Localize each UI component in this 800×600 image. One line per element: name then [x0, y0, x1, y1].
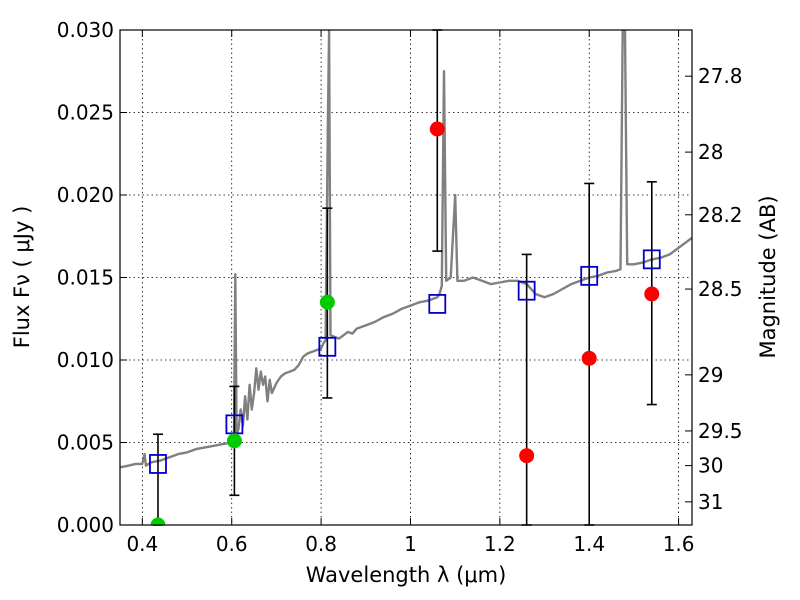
x-tick-label: 1.6	[663, 532, 695, 556]
y-tick-label: 0.015	[57, 266, 114, 290]
mag-tick-label: 27.8	[698, 64, 743, 88]
y-tick-label: 0.005	[57, 431, 114, 455]
mag-tick-label: 29.5	[698, 419, 743, 443]
y-tick-label: 0.030	[57, 18, 114, 42]
x-tick-label: 0.8	[305, 532, 337, 556]
y-tick-label: 0.000	[57, 513, 114, 537]
non-detection-point	[429, 121, 445, 137]
tick-labels-layer: 0.4 0.6 0.8 1 1.2 1.4 1.6 0.000 0.005 0.010 0.015 0…	[57, 18, 743, 556]
mag-tick-label: 28.2	[698, 203, 743, 227]
model-photometry-point	[149, 454, 167, 474]
spectrum-line	[120, 30, 692, 469]
mag-tick-label: 30	[698, 454, 723, 478]
mag-tick-label: 28	[698, 140, 723, 164]
model-photometry-point	[517, 280, 536, 301]
x-tick-label: 1.2	[484, 532, 516, 556]
mag-tick-label: 31	[698, 490, 723, 514]
x-tick-label: 0.6	[216, 532, 248, 556]
model-photometry-point	[642, 249, 661, 270]
grid	[120, 29, 692, 526]
spectrum-layer	[120, 30, 692, 469]
non-detection-point	[581, 350, 597, 366]
y-tick-label: 0.010	[57, 348, 114, 372]
model-photometry-point	[428, 293, 447, 314]
x-tick-label: 0.4	[126, 532, 158, 556]
ticks-layer	[120, 29, 692, 526]
x-tick-label: 1	[404, 532, 417, 556]
y-tick-label: 0.020	[57, 183, 114, 207]
mag-tick-label: 29	[698, 363, 723, 387]
y-tick-label: 0.025	[57, 101, 114, 125]
non-detection-point	[644, 286, 660, 302]
observed-photometry-layer	[150, 121, 660, 525]
mag-tick-label: 28.5	[698, 277, 743, 301]
y-axis-label-right: Magnitude (AB)	[756, 195, 780, 358]
y-axis-label-left: Flux Fν ( μJy )	[10, 206, 34, 349]
detection-point	[150, 517, 166, 525]
model-photometry-point	[318, 336, 337, 357]
non-detection-point	[519, 448, 535, 464]
x-axis-label: Wavelength λ (μm)	[306, 563, 507, 587]
model-photometry-point	[580, 265, 599, 286]
detection-point	[319, 294, 335, 310]
detection-point	[226, 433, 242, 449]
x-tick-label: 1.4	[573, 532, 605, 556]
